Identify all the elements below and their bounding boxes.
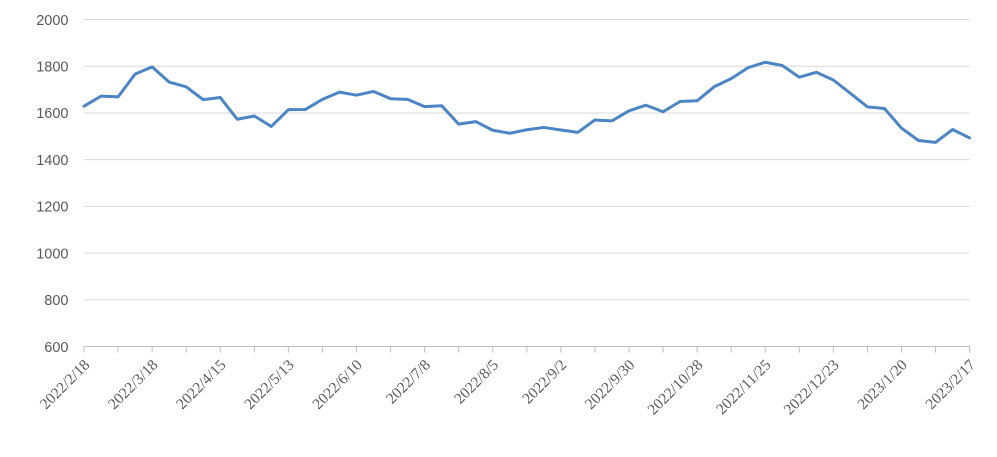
svg-text:1400: 1400 xyxy=(36,153,68,169)
svg-text:1000: 1000 xyxy=(36,246,68,262)
svg-text:600: 600 xyxy=(44,340,68,356)
svg-text:2000: 2000 xyxy=(36,13,68,29)
svg-text:1800: 1800 xyxy=(36,60,68,76)
svg-text:800: 800 xyxy=(44,293,68,309)
svg-text:1600: 1600 xyxy=(36,106,68,122)
svg-text:1200: 1200 xyxy=(36,200,68,216)
